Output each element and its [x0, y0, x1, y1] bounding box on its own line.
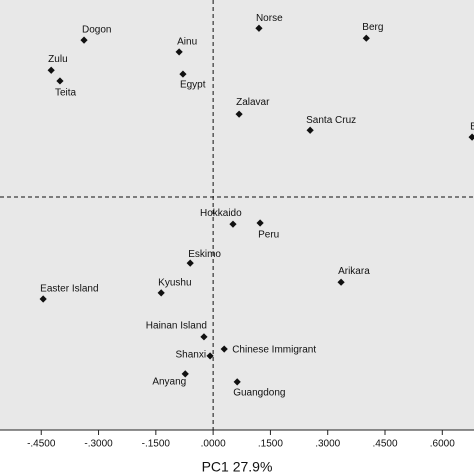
point — [186, 259, 194, 267]
point-label: Guangdong — [233, 388, 285, 399]
point-label: Zulu — [48, 54, 67, 65]
point-label: Egypt — [180, 80, 206, 91]
point-label: Ainu — [177, 37, 197, 48]
point-label: Hainan Island — [146, 320, 207, 331]
x-tick-label: -.3000 — [84, 439, 113, 450]
point — [306, 126, 314, 134]
point-label: B — [470, 122, 474, 133]
point — [181, 370, 189, 378]
plot-area — [0, 0, 474, 430]
point — [47, 66, 55, 74]
point-label: Norse — [256, 13, 283, 24]
point-label: Zalavar — [236, 97, 270, 108]
point-label: Berg — [362, 22, 383, 33]
point — [337, 278, 345, 286]
x-tick-label: .6000 — [430, 439, 455, 450]
point — [229, 220, 237, 228]
point-label: Shanxi — [175, 350, 206, 361]
point — [256, 219, 264, 227]
point-label: Hokkaido — [200, 208, 242, 219]
x-tick-label: .0000 — [201, 439, 226, 450]
point-label: Peru — [258, 230, 279, 241]
point-label: Arikara — [338, 266, 370, 277]
point-label: Dogon — [82, 25, 111, 36]
x-tick-label: .4500 — [372, 439, 397, 450]
point — [80, 36, 88, 44]
x-axis-label: PC1 27.9% — [202, 459, 273, 474]
point — [200, 333, 208, 341]
point — [206, 352, 214, 360]
point — [179, 70, 187, 78]
x-tick-label: -.1500 — [142, 439, 171, 450]
point — [175, 48, 183, 56]
point — [56, 77, 64, 85]
point — [468, 133, 474, 141]
point-label: Santa Cruz — [306, 115, 356, 126]
x-tick-label: .3000 — [315, 439, 340, 450]
point-label: Easter Island — [40, 284, 98, 295]
point-label: Anyang — [152, 377, 186, 388]
x-tick-label: .1500 — [258, 439, 283, 450]
point-label: Chinese Immigrant — [232, 345, 316, 356]
point-label: Eskimo — [188, 249, 221, 260]
point-label: Kyushu — [158, 278, 191, 289]
point — [235, 110, 243, 118]
point — [233, 378, 241, 386]
point — [157, 289, 165, 297]
point — [39, 295, 47, 303]
point-label: Teita — [55, 88, 77, 99]
x-tick-label: -.4500 — [27, 439, 56, 450]
point — [220, 345, 228, 353]
point — [362, 34, 370, 42]
point — [255, 24, 263, 32]
